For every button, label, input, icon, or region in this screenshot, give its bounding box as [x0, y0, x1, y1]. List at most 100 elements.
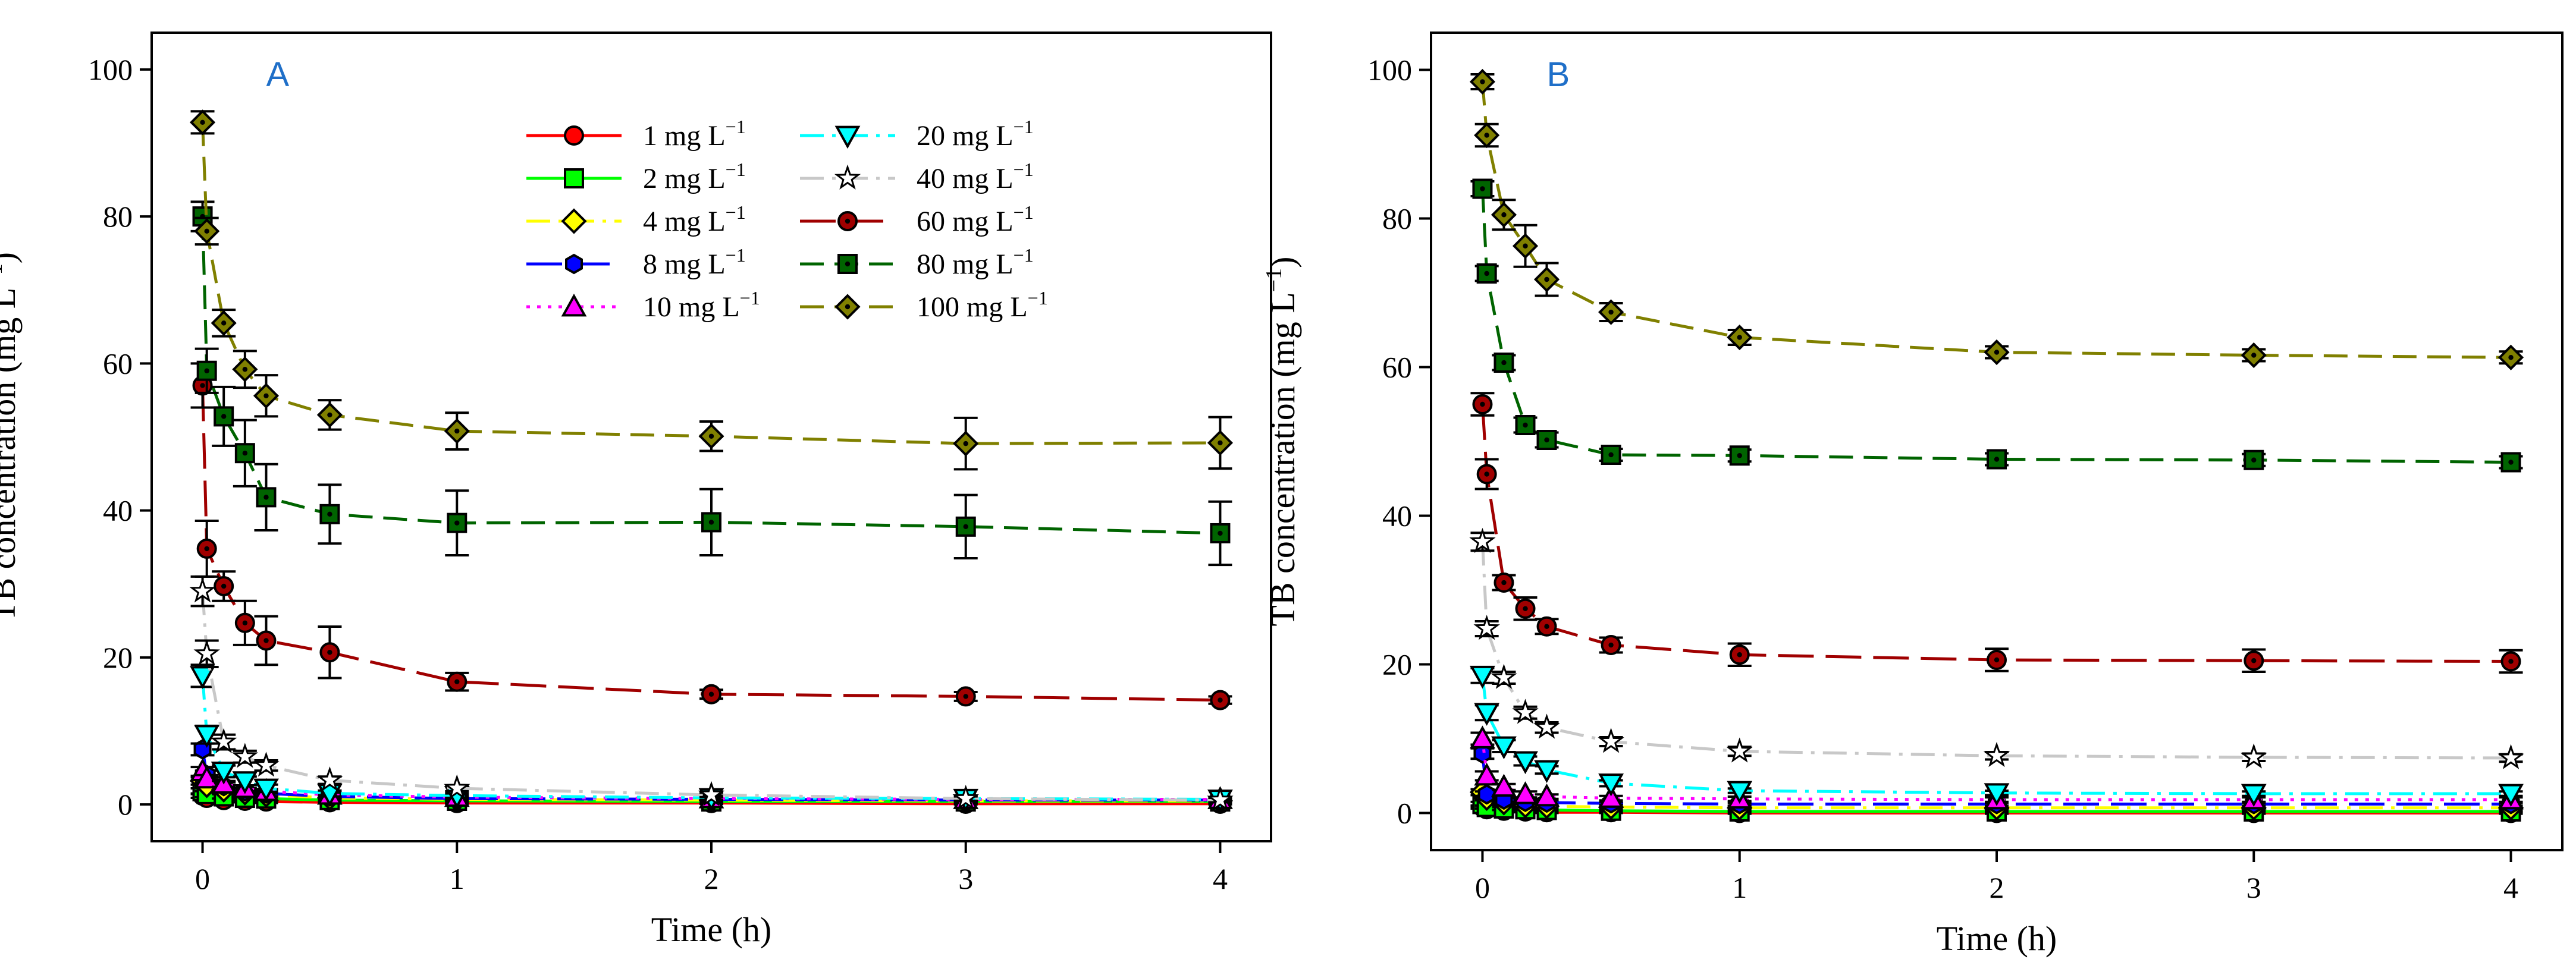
panel-a-point-80-mg-l-1-dot [204, 368, 209, 373]
panel-b-point-100-mg-l-3-dot [1523, 243, 1528, 249]
legend-swatch-marker [837, 254, 858, 274]
panel-b-y-tick-label-80: 80 [1382, 202, 1412, 235]
panel-b-y-tick-label-100: 100 [1367, 54, 1412, 87]
panel-b-point-10-mg-l-2 [1491, 773, 1517, 797]
panel-a-line-60-mg-l [201, 385, 1220, 702]
panel-a-series-80-mg-l [190, 200, 1232, 567]
panel-b-y-tick-label-0: 0 [1397, 797, 1412, 830]
panel-b-point-100-mg-l-6-dot [1737, 335, 1742, 340]
legend-swatch-marker [565, 253, 583, 275]
panel-b-point-80-mg-l-0 [1472, 178, 1493, 199]
legend-swatch-marker-dot [845, 304, 851, 310]
panel-a-point-100-mg-l-0-dot [200, 119, 205, 125]
panel-b-line-20-mg-l [1481, 675, 2511, 795]
legend: 1 mg L−1 2 mg L−1 4 mg L−1 8 mg L−1 10 mg L−… [526, 116, 1048, 323]
panel-b-point-10-mg-l-1 [1474, 762, 1500, 786]
panel-a-point-40-mg-l-1 [193, 640, 220, 665]
panel-a-point-80-mg-l-6 [447, 512, 467, 533]
panel-a-point-60-mg-l-4-dot [263, 638, 269, 643]
panel-a-point-100-mg-l-2-dot [221, 320, 227, 326]
panel-a-y-tick-label-40: 40 [103, 494, 133, 527]
panel-b-point-20-mg-l-2 [1491, 736, 1517, 760]
panel-a-point-40-mg-l-2 [210, 728, 237, 753]
panel-b-point-80-mg-l-7 [1987, 449, 2007, 470]
legend-entry-60-mg-l: 60 mg L−1 [800, 202, 1034, 237]
panel-a-line-40-mg-l [201, 591, 1220, 802]
panel-b-point-80-mg-l-8-dot [2251, 457, 2257, 463]
panel-b-point-80-mg-l-5 [1601, 445, 1621, 465]
panel-b-series-100-mg-l [1469, 68, 2524, 370]
panel-b-point-40-mg-l-7 [1983, 741, 2010, 768]
panel-b-point-60-mg-l-5-dot [1608, 642, 1614, 648]
panel-b-point-40-mg-l-5 [1598, 728, 1624, 753]
panel-b-point-20-mg-l-0 [1470, 665, 1495, 689]
panel-a-point-60-mg-l-3-dot [242, 620, 248, 626]
panel-a-y-tick-label-100: 100 [88, 53, 133, 86]
panel-b-point-60-mg-l-4-dot [1544, 624, 1549, 629]
panel-b-point-60-mg-l-3-dot [1523, 606, 1528, 611]
panel-b-point-20-mg-l-9 [2498, 784, 2524, 807]
panel-b-x-tick-label-4: 4 [2503, 871, 2518, 904]
panel-b-x-axis-label: Time (h) [1937, 919, 2057, 958]
legend-label: 20 mg L−1 [917, 116, 1034, 152]
panel-a-x-axis-label: Time (h) [651, 910, 772, 949]
panel-b-point-20-mg-l-7 [1984, 783, 2010, 806]
panel-b-point-80-mg-l-4-dot [1544, 437, 1549, 443]
legend-swatch-marker-dot [845, 218, 851, 224]
panel-a-point-80-mg-l-3-dot [242, 451, 248, 456]
panel-a-point-80-mg-l-9 [1210, 523, 1231, 543]
legend-swatch-marker [561, 208, 587, 234]
panel-b-panel-label: B [1547, 55, 1570, 94]
panel-b-point-60-mg-l-7-dot [1994, 657, 2000, 663]
panel-b-point-20-mg-l-4 [1534, 760, 1560, 784]
panel-a-point-40-mg-l-0 [189, 577, 216, 603]
panel-a-point-60-mg-l-0-dot [200, 383, 205, 388]
legend-entry-1-mg-l: 1 mg L−1 [526, 116, 746, 152]
panel-a-point-40-mg-l-6 [444, 774, 470, 800]
panel-a-point-40-mg-l-3 [231, 743, 259, 768]
panel-b-point-40-mg-l-8 [2241, 743, 2267, 769]
panel-a-panel-label: A [266, 55, 289, 94]
panel-b-point-20-mg-l-6 [1727, 781, 1753, 804]
panel-b-point-100-mg-l-5-dot [1608, 309, 1614, 315]
panel-a-series-100-mg-l [189, 109, 1234, 471]
panel-b-point-20-mg-l-8 [2241, 784, 2267, 807]
panel-b-point-60-mg-l-6-dot [1737, 652, 1742, 658]
panel-b-point-80-mg-l-1-dot [1484, 271, 1489, 276]
panel-a-y-tick-label-20: 20 [103, 641, 133, 674]
panel-b-x-tick-label-2: 2 [1990, 871, 2004, 904]
panel-b-line-80-mg-l [1481, 188, 2511, 464]
panel-a-point-100-mg-l-5-dot [327, 412, 332, 418]
panel-a-y-tick-label-60: 60 [103, 347, 133, 380]
panel-a-point-60-mg-l-5-dot [327, 650, 332, 655]
panel-a-point-40-mg-l-4 [253, 751, 280, 777]
panel-a-point-80-mg-l-8-dot [963, 524, 968, 530]
panel-b-point-60-mg-l-8-dot [2251, 658, 2257, 663]
legend-swatch-marker [564, 168, 584, 188]
panel-a-point-60-mg-l-8-dot [963, 694, 968, 699]
panel-b-point-8-mg-l-0 [1473, 743, 1492, 764]
legend-label: 4 mg L−1 [643, 202, 746, 237]
panel-a-point-100-mg-l-6-dot [454, 428, 460, 434]
panel-b-point-10-mg-l-3 [1513, 781, 1538, 804]
panel-b-point-10-mg-l-4 [1534, 783, 1560, 807]
legend-entry-80-mg-l: 80 mg L−1 [800, 244, 1034, 280]
panel-a: 0 20 40 60 80 100 0 1 2 3 4 Time (h) TB concentratio… [0, 32, 1272, 949]
panel-a-line-20-mg-l [201, 675, 1220, 801]
panel-b-point-80-mg-l-9 [2500, 452, 2521, 473]
legend-label: 60 mg L−1 [917, 202, 1034, 237]
legend-entry-2-mg-l: 2 mg L−1 [526, 159, 746, 194]
panel-a-point-40-mg-l-9 [1207, 786, 1234, 812]
panel-a-point-80-mg-l-5-dot [327, 511, 332, 517]
panel-b-point-80-mg-l-6-dot [1737, 453, 1742, 458]
panel-b-series-60-mg-l [1470, 392, 2523, 674]
legend-swatch-marker [561, 293, 587, 317]
panel-b-point-100-mg-l-0-dot [1480, 79, 1485, 84]
panel-a-point-20-mg-l-4 [253, 778, 279, 802]
legend-label: 80 mg L−1 [917, 244, 1034, 280]
panel-b-point-100-mg-l-2-dot [1501, 212, 1507, 218]
panel-a-y-axis-label: TB concentration (mg L−1) [0, 252, 23, 622]
panel-b-point-80-mg-l-5-dot [1608, 452, 1614, 458]
panel-b-line-60-mg-l [1481, 404, 2511, 663]
